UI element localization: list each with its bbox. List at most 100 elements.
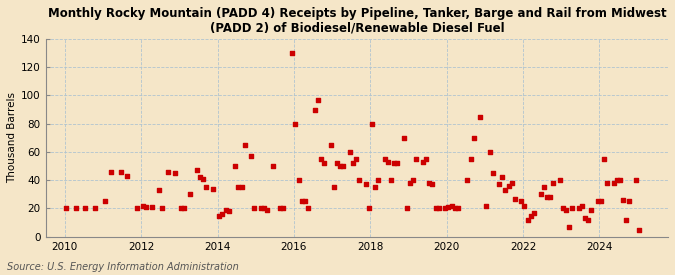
Point: [169, 171, 180, 175]
Point: [147, 205, 158, 209]
Point: [157, 206, 167, 211]
Point: [277, 206, 288, 211]
Point: [535, 192, 546, 197]
Point: [404, 181, 415, 185]
Point: [586, 208, 597, 212]
Point: [105, 169, 116, 174]
Point: [383, 160, 394, 164]
Point: [294, 178, 304, 182]
Point: [618, 198, 629, 202]
Point: [351, 157, 362, 161]
Point: [564, 225, 574, 229]
Point: [259, 206, 269, 211]
Title: Monthly Rocky Mountain (PADD 4) Receipts by Pipeline, Tanker, Barge and Rail fro: Monthly Rocky Mountain (PADD 4) Receipts…: [47, 7, 666, 35]
Point: [485, 150, 495, 154]
Point: [348, 161, 358, 166]
Point: [398, 136, 409, 140]
Point: [131, 206, 142, 211]
Point: [80, 206, 91, 211]
Point: [487, 171, 498, 175]
Point: [194, 175, 205, 180]
Point: [614, 178, 625, 182]
Point: [576, 204, 587, 208]
Point: [516, 199, 527, 204]
Text: Source: U.S. Energy Information Administration: Source: U.S. Energy Information Administ…: [7, 262, 238, 272]
Point: [176, 206, 186, 211]
Point: [331, 161, 342, 166]
Point: [220, 208, 231, 212]
Point: [236, 185, 247, 189]
Point: [624, 199, 635, 204]
Point: [319, 161, 329, 166]
Point: [335, 164, 346, 168]
Point: [201, 185, 212, 189]
Point: [427, 182, 438, 187]
Point: [233, 185, 244, 189]
Point: [313, 97, 323, 102]
Point: [421, 157, 431, 161]
Point: [411, 157, 422, 161]
Point: [140, 205, 151, 209]
Point: [354, 178, 364, 182]
Point: [217, 212, 228, 216]
Point: [370, 185, 381, 189]
Point: [510, 196, 520, 201]
Point: [443, 205, 454, 209]
Point: [300, 199, 310, 204]
Point: [538, 185, 549, 189]
Point: [70, 206, 81, 211]
Point: [481, 204, 491, 208]
Point: [433, 206, 444, 211]
Point: [207, 186, 218, 191]
Point: [246, 154, 256, 158]
Point: [599, 157, 610, 161]
Point: [583, 218, 593, 222]
Point: [99, 199, 110, 204]
Point: [392, 161, 403, 166]
Point: [344, 150, 355, 154]
Point: [179, 206, 190, 211]
Point: [192, 168, 202, 172]
Point: [465, 157, 476, 161]
Point: [519, 204, 530, 208]
Point: [389, 161, 400, 166]
Point: [328, 185, 339, 189]
Point: [249, 206, 260, 211]
Point: [402, 206, 412, 211]
Point: [122, 174, 132, 178]
Point: [621, 218, 632, 222]
Point: [608, 181, 619, 185]
Point: [561, 208, 572, 212]
Point: [547, 181, 558, 185]
Point: [90, 206, 101, 211]
Point: [634, 227, 645, 232]
Point: [360, 182, 371, 187]
Point: [198, 177, 209, 181]
Point: [274, 206, 285, 211]
Point: [255, 206, 266, 211]
Point: [567, 206, 578, 211]
Point: [558, 206, 568, 211]
Point: [494, 182, 505, 187]
Point: [506, 181, 517, 185]
Point: [367, 122, 377, 126]
Point: [230, 164, 240, 168]
Point: [545, 195, 556, 199]
Point: [475, 114, 485, 119]
Point: [541, 195, 552, 199]
Point: [290, 122, 301, 126]
Point: [309, 107, 320, 112]
Point: [373, 178, 383, 182]
Point: [452, 206, 463, 211]
Point: [214, 213, 225, 218]
Point: [580, 216, 591, 221]
Point: [363, 206, 374, 211]
Point: [595, 199, 606, 204]
Point: [137, 204, 148, 208]
Point: [424, 181, 435, 185]
Point: [462, 178, 472, 182]
Point: [287, 51, 298, 55]
Point: [446, 204, 457, 208]
Point: [379, 157, 390, 161]
Point: [338, 164, 348, 168]
